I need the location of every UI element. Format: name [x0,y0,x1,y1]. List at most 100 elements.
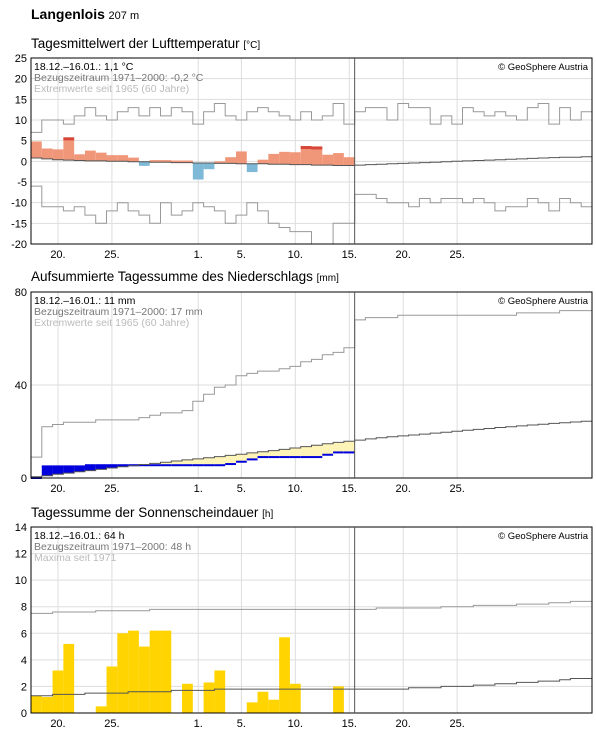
temp-anomaly-bar [128,157,139,162]
temp-info-line: 18.12.–16.01.: 1,1 °C [34,61,134,73]
temp-y-tick-label: 15 [15,94,27,106]
precip-observed-step [268,456,280,459]
temp-y-tick-label: 20 [15,74,27,86]
precip-x-tick-label: 25. [449,483,464,495]
sun-x-tick-label: 25. [104,718,119,730]
temperature-chart: -20 -15 -10 -5 0 5 10 15 20 25 20. 25. 1. 5. 10. 15. 20.… [11,53,593,261]
sun-x-tick-label: 10. [288,718,303,730]
sun-bar [203,682,215,713]
temp-anomaly-bar [31,141,42,159]
precip-deficit-bar [106,465,118,469]
sun-bar [268,699,280,713]
temp-anomaly-bar [41,148,53,159]
temp-info-line: Extremwerte seit 1965 (60 Jahre) [34,83,189,95]
temp-x-tick-label: 5. [237,249,246,261]
precip-observed-step [182,464,193,467]
sun-y-tick-label: 8 [21,602,27,614]
temp-anomaly-bar [225,157,236,164]
sun-y-tick-label: 6 [21,628,27,640]
precip-info-line: 18.12.–16.01.: 11 mm [34,295,136,307]
precip-x-tick-label: 25. [104,483,119,495]
sun-x-tick-label: 20. [50,718,65,730]
sunshine-title: Tagessumme der Sonnenscheindauer [h] [31,505,273,520]
temp-anomaly-bar [138,161,150,166]
precip-deficit-bar [52,466,64,475]
sun-bar [31,695,42,713]
temp-x-tick-label: 15. [342,249,357,261]
temp-anomaly-bar [235,151,247,164]
temp-anomaly-bar [171,160,183,163]
sun-y-tick-label: 4 [21,655,27,667]
precip-frame [30,291,593,479]
temp-anomaly-bar [160,160,172,163]
precip-observed-step [117,464,129,467]
precip-observed-step [311,456,323,459]
temp-anomaly-bar [322,154,334,166]
precip-x-tick-label: 5. [237,483,246,495]
sun-bar [214,670,226,713]
temp-y-tick-label: 10 [15,115,27,127]
precip-observed-step [106,464,118,467]
temp-x-tick-label: 10. [288,249,303,261]
precip-observed-step [203,464,215,467]
precip-x-tick-label: 1. [194,483,203,495]
precip-deficit-bar [160,462,172,466]
sun-max-line [31,600,592,614]
sun-bar [160,630,172,713]
precip-deficit-bar [63,466,75,474]
sun-bar [117,633,129,713]
sun-bar [63,643,75,713]
temp-frame [30,57,593,245]
precip-observed-step [225,463,236,466]
precipitation-unit: [mm] [316,273,339,284]
precip-observed-step [289,456,301,459]
sun-bar [41,697,53,713]
precip-info-line: Bezugszeitraum 1971–2000: 17 mm [34,306,203,318]
precip-deficit-bar [322,443,334,455]
temp-y-tick-label: -15 [11,218,27,230]
precip-observed-step [333,451,344,454]
temp-anomaly-bar [106,155,118,162]
precip-deficit-bar [257,451,269,458]
temp-normal-line [31,156,592,166]
precip-deficit-bar [74,466,85,472]
temp-record-bar [63,137,75,141]
sun-bar [149,630,161,713]
temp-anomaly-bar [95,152,107,161]
precip-deficit-bar [84,465,96,471]
temp-anomaly-bar [268,153,280,165]
precip-observed-step [52,465,64,468]
precip-observed-step [343,451,355,454]
sun-x-tick-label: 20. [396,718,411,730]
sun-x-tick-label: 25. [449,718,464,730]
temp-x-tick-label: 25. [104,249,119,261]
precip-observed-step [235,460,247,463]
temp-x-tick-label: 20. [50,249,65,261]
precip-observed-step [95,464,107,467]
precip-deficit-bar [225,455,236,465]
precip-deficit-bar [235,454,247,462]
temp-record-bar [311,146,323,150]
temp-anomaly-bar [149,160,161,163]
sun-y-tick-label: 2 [21,681,27,693]
precip-observed-step [84,464,96,467]
sun-copyright: © GeoSphere Austria [498,531,589,542]
precip-x-tick-label: 20. [396,483,411,495]
precip-copyright: © GeoSphere Austria [498,296,589,307]
temp-x-tick-label: 25. [449,249,464,261]
temp-y-tick-label: -20 [11,239,27,251]
temp-y-tick-label: -10 [11,198,27,210]
temperature-title: Tagesmittelwert der Lufttemperatur [°C] [31,36,260,51]
precip-y-tick-label: 40 [15,380,27,392]
precip-x-tick-label: 20. [50,483,65,495]
sun-y-tick-label: 14 [15,522,27,534]
temp-anomaly-bar [300,146,312,165]
precip-max-line [31,310,592,458]
precip-observed-step [41,465,53,468]
sun-bar [182,683,193,713]
precip-deficit-bar [289,448,301,458]
precip-info-line: Extremwerte seit 1965 (60 Jahre) [34,317,189,329]
sun-info-line: 18.12.–16.01.: 64 h [34,530,125,542]
sun-info-line: Bezugszeitraum 1971–2000: 48 h [34,541,191,553]
sun-bar [95,706,107,713]
